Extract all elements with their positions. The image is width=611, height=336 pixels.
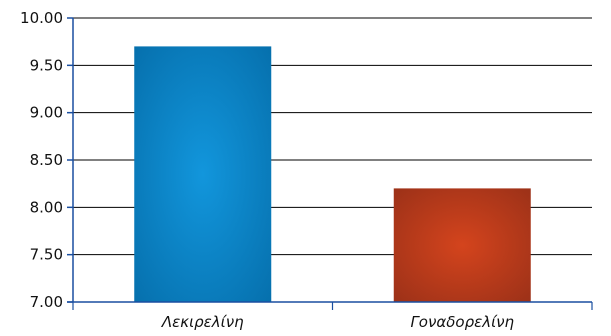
y-tick-label: 10.00: [20, 9, 63, 27]
x-category-label: Γοναδορελίνη: [410, 313, 514, 331]
bars: [134, 46, 531, 303]
x-category-label: Λεκιρελίνη: [161, 313, 244, 331]
bar-2: [393, 188, 531, 302]
y-tick-label: 8.50: [30, 151, 63, 169]
y-tick-label: 8.00: [30, 198, 63, 216]
y-tick-label: 7.50: [30, 246, 63, 264]
y-tick-label: 9.50: [30, 56, 63, 74]
bar-1: [134, 46, 272, 303]
axes: [67, 17, 593, 310]
y-tick-label: 7.00: [30, 293, 63, 311]
y-tick-label: 9.00: [30, 104, 63, 122]
labels: 7.00 7.50 8.00 8.50 9.00 9.50 10.00 Λεκιρελίνη Γ…: [20, 9, 515, 331]
